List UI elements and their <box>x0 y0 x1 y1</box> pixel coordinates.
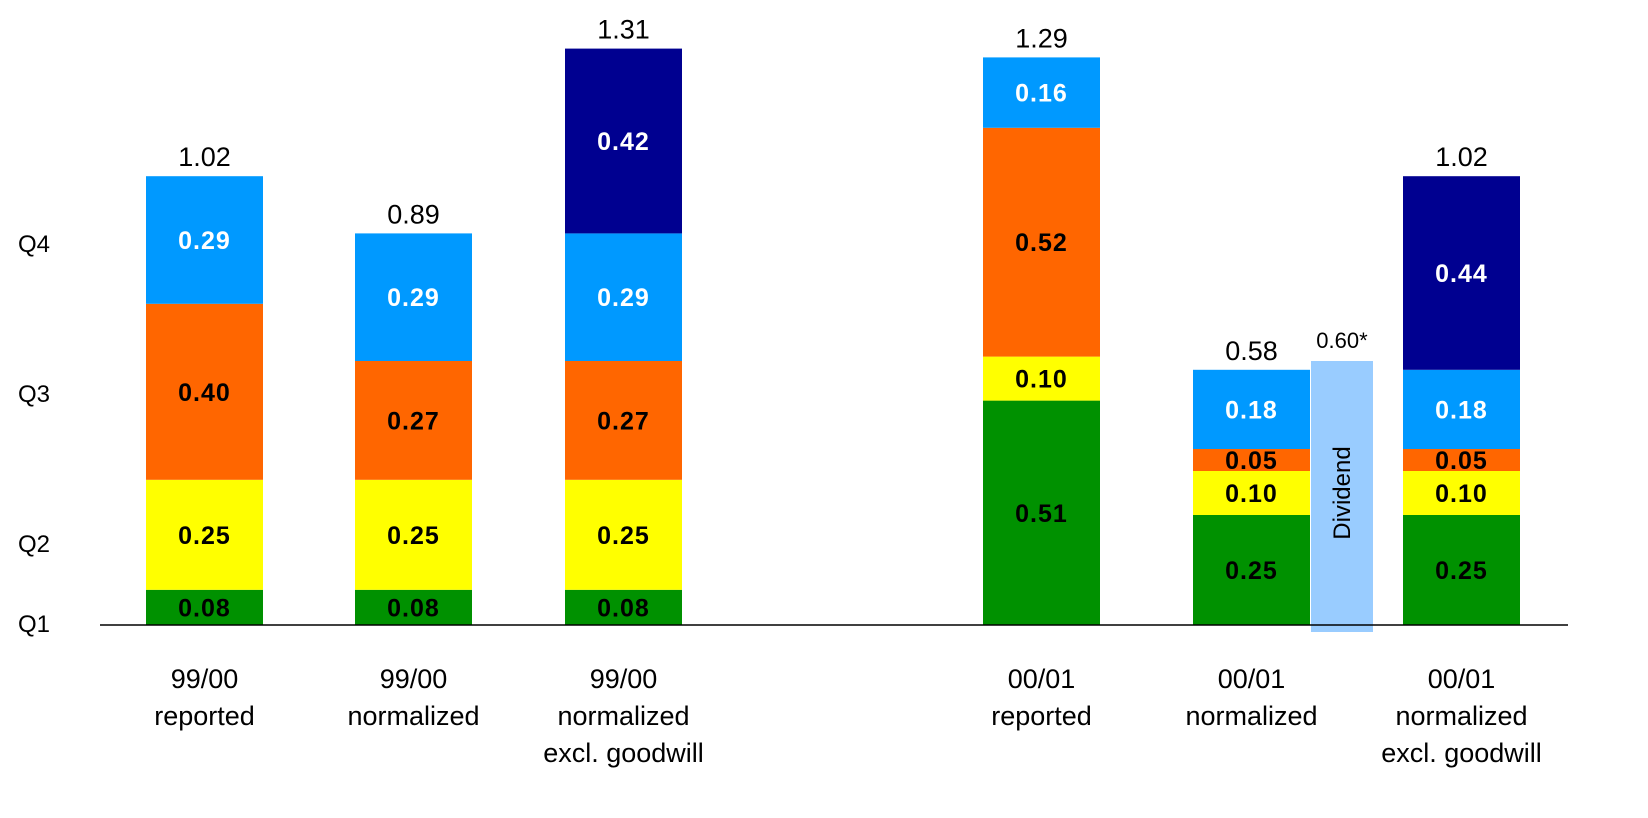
bar-5-segment-q3 <box>1193 449 1310 471</box>
bar-2-segment-q1-label: 0.08 <box>387 594 440 622</box>
bar-3-segment-q3 <box>565 361 682 480</box>
bar-4-segment-q4 <box>983 57 1100 128</box>
bars-layer <box>146 48 1520 632</box>
bar-1-segment-q1 <box>146 589 263 625</box>
bar-1-total-label: 1.02 <box>178 142 231 172</box>
quarter-label-q4: Q4 <box>18 231 50 258</box>
bar-3-segment-q3-label: 0.27 <box>597 407 650 435</box>
bar-6-segment-goodwill-label: 0.44 <box>1435 260 1488 288</box>
bar-1-segment-q4 <box>146 176 263 304</box>
bar-4-segment-q1 <box>983 400 1100 625</box>
quarter-label-q3: Q3 <box>18 381 50 408</box>
bar-4-segment-q1-label: 0.51 <box>1015 500 1068 528</box>
bar-2-category-label-line-1: 99/00 <box>380 664 448 694</box>
bar-6-segment-q2-label: 0.10 <box>1435 480 1488 508</box>
bar-5-segment-q2-label: 0.10 <box>1225 480 1278 508</box>
dividend-bar-5-value-label: 0.60* <box>1316 328 1368 353</box>
bar-6-segment-q1 <box>1403 515 1520 625</box>
bar-1-segment-q3 <box>146 303 263 480</box>
bar-3-segment-q4 <box>565 233 682 361</box>
bar-6-category-label-line-3: excl. goodwill <box>1381 738 1542 768</box>
dividend-bar-5 <box>1311 361 1373 632</box>
bar-5-total-label: 0.58 <box>1225 336 1278 366</box>
bar-6-segment-q4 <box>1403 369 1520 449</box>
bar-2-segment-q2-label: 0.25 <box>387 522 440 550</box>
bar-6-segment-q3 <box>1403 449 1520 471</box>
bar-2-total-label: 0.89 <box>387 199 440 229</box>
bar-3-segment-q1 <box>565 589 682 625</box>
bar-5-segment-q4-label: 0.18 <box>1225 396 1278 424</box>
bar-4-segment-q3 <box>983 127 1100 357</box>
bar-6-category-label-line-2: normalized <box>1395 701 1527 731</box>
bar-5-segment-q1 <box>1193 515 1310 625</box>
bar-3-segment-q1-label: 0.08 <box>597 594 650 622</box>
bar-4-total-label: 1.29 <box>1015 23 1068 53</box>
bar-6-total-label: 1.02 <box>1435 142 1488 172</box>
bar-2-segment-q3 <box>355 361 472 480</box>
bar-6-segment-q4-label: 0.18 <box>1435 396 1488 424</box>
bar-5-category-label-line-2: normalized <box>1185 701 1317 731</box>
bar-1-segment-q2 <box>146 479 263 590</box>
bar-3-category-label-line-3: excl. goodwill <box>543 738 704 768</box>
dividend-bar-5-text: Dividend <box>1329 446 1356 539</box>
bar-4-segment-q2 <box>983 356 1100 401</box>
bar-6-segment-goodwill <box>1403 176 1520 370</box>
bar-5-segment-q4 <box>1193 369 1310 449</box>
bar-3-segment-q2-label: 0.25 <box>597 522 650 550</box>
quarter-label-q1: Q1 <box>18 611 50 638</box>
bar-2-category-label-line-2: normalized <box>347 701 479 731</box>
bar-6-category-label-line-1: 00/01 <box>1428 664 1496 694</box>
bar-1-segment-q3-label: 0.40 <box>178 379 231 407</box>
bar-2-segment-q2 <box>355 479 472 590</box>
quarter-label-q2: Q2 <box>18 531 50 558</box>
bar-2-segment-q1 <box>355 589 472 625</box>
bar-1-segment-q4-label: 0.29 <box>178 227 231 255</box>
bar-4-segment-q4-label: 0.16 <box>1015 80 1068 108</box>
bar-6-segment-q1-label: 0.25 <box>1435 557 1488 585</box>
bar-2-segment-q4 <box>355 233 472 361</box>
bar-1-category-label-line-1: 99/00 <box>171 664 239 694</box>
bar-5-segment-q1-label: 0.25 <box>1225 557 1278 585</box>
bar-5-category-label-line-1: 00/01 <box>1218 664 1286 694</box>
bar-3-category-label-line-2: normalized <box>557 701 689 731</box>
bar-1-category-label-line-2: reported <box>154 701 255 731</box>
bar-2-segment-q3-label: 0.27 <box>387 407 440 435</box>
bar-5-segment-q2 <box>1193 471 1310 515</box>
bar-3-segment-q2 <box>565 479 682 590</box>
bar-3-segment-q4-label: 0.29 <box>597 284 650 312</box>
bar-3-segment-goodwill-label: 0.42 <box>597 128 650 156</box>
bar-2-segment-q4-label: 0.29 <box>387 284 440 312</box>
bar-1-segment-q2-label: 0.25 <box>178 522 231 550</box>
bar-4-segment-q3-label: 0.52 <box>1015 229 1068 257</box>
bar-3-total-label: 1.31 <box>597 15 650 45</box>
bar-6-segment-q3-label: 0.05 <box>1435 447 1488 475</box>
bar-4-segment-q2-label: 0.10 <box>1015 366 1068 394</box>
bar-3-segment-goodwill <box>565 48 682 234</box>
bar-4-category-label-line-1: 00/01 <box>1008 664 1076 694</box>
bar-1-segment-q1-label: 0.08 <box>178 594 231 622</box>
bar-3-category-label-line-1: 99/00 <box>590 664 658 694</box>
bar-6-segment-q2 <box>1403 471 1520 515</box>
bar-5-segment-q3-label: 0.05 <box>1225 447 1278 475</box>
labels-layer: 0.08 0.25 0.40 0.29 1.02 99/00 reported 0.08 0.2… <box>18 15 1542 768</box>
bar-4-category-label-line-2: reported <box>991 701 1092 731</box>
